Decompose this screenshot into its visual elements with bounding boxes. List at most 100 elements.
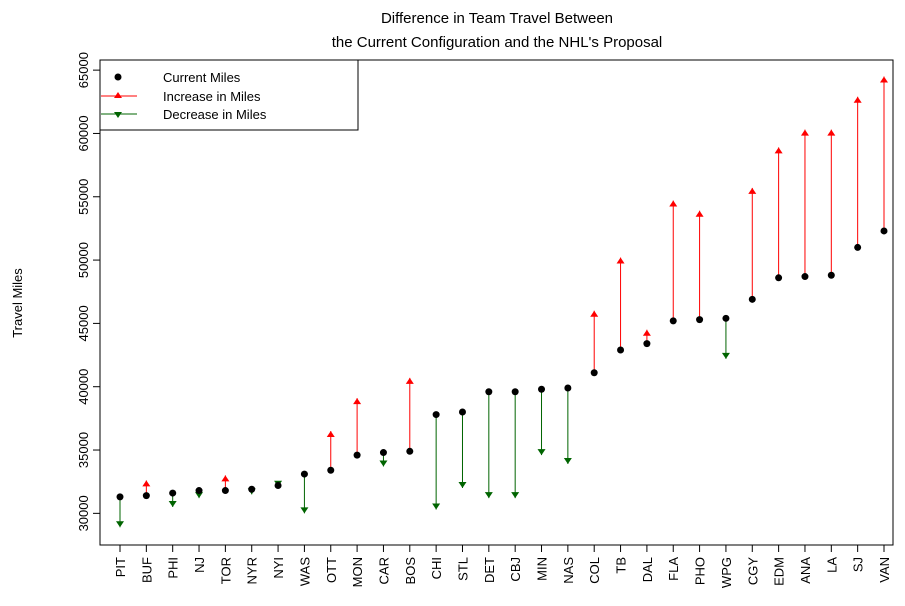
y-tick-label: 35000 bbox=[76, 432, 91, 468]
current-dot bbox=[538, 385, 546, 393]
arrow-head bbox=[669, 200, 678, 207]
y-axis-label: Travel Miles bbox=[10, 268, 25, 338]
x-tick-label: DAL bbox=[640, 557, 655, 582]
arrow-head bbox=[748, 187, 757, 194]
x-tick-label: FLA bbox=[666, 557, 681, 581]
current-dot bbox=[485, 388, 493, 396]
current-dot bbox=[643, 340, 651, 348]
x-tick-label: ANA bbox=[798, 557, 813, 584]
arrow-head bbox=[853, 96, 862, 103]
legend-label: Increase in Miles bbox=[163, 89, 261, 104]
arrow-head bbox=[511, 492, 520, 499]
y-tick-label: 45000 bbox=[76, 305, 91, 341]
current-dot bbox=[142, 492, 150, 500]
current-dot bbox=[274, 481, 282, 489]
x-tick-label: SJ bbox=[851, 557, 866, 572]
arrow-head bbox=[458, 482, 467, 489]
current-dot bbox=[564, 384, 572, 392]
x-tick-label: PHO bbox=[693, 557, 708, 585]
arrow-head bbox=[326, 431, 335, 438]
legend-dot bbox=[114, 73, 122, 81]
arrow-head bbox=[563, 457, 572, 464]
current-dot bbox=[617, 346, 625, 354]
x-tick-label: BUF bbox=[139, 557, 154, 583]
arrow-head bbox=[537, 449, 546, 456]
arrow-head bbox=[168, 501, 177, 508]
current-dot bbox=[722, 314, 730, 322]
x-tick-label: CAR bbox=[376, 557, 391, 584]
y-tick-label: 60000 bbox=[76, 115, 91, 151]
x-tick-label: PHI bbox=[166, 557, 181, 579]
x-tick-label: OTT bbox=[324, 557, 339, 583]
current-dot bbox=[221, 487, 229, 495]
arrow-head bbox=[484, 492, 493, 499]
legend-box bbox=[99, 59, 359, 131]
x-tick-label: NJ bbox=[192, 557, 207, 573]
current-dot bbox=[880, 227, 888, 235]
arrow-head bbox=[432, 503, 441, 510]
x-tick-label: PIT bbox=[113, 557, 128, 577]
arrow-head bbox=[116, 521, 124, 528]
x-tick-label: CBJ bbox=[508, 557, 523, 582]
x-tick-label: WAS bbox=[297, 557, 312, 586]
x-tick-label: LA bbox=[824, 557, 839, 573]
x-tick-label: NYI bbox=[271, 557, 286, 579]
x-tick-label: MON bbox=[350, 557, 365, 587]
current-dot bbox=[248, 485, 256, 493]
current-dot bbox=[195, 487, 203, 495]
current-dot bbox=[854, 243, 862, 251]
arrow-head bbox=[880, 76, 888, 83]
current-dot bbox=[379, 449, 387, 457]
y-tick-label: 30000 bbox=[76, 495, 91, 531]
x-tick-label: NAS bbox=[561, 557, 576, 584]
arrow-head bbox=[142, 480, 151, 487]
arrow-head bbox=[221, 475, 230, 482]
arrow-head bbox=[195, 492, 204, 499]
x-tick-label: CGY bbox=[745, 557, 760, 586]
current-dot bbox=[458, 408, 466, 416]
arrow-head bbox=[642, 329, 651, 336]
x-tick-label: EDM bbox=[772, 557, 787, 586]
current-dot bbox=[406, 447, 414, 455]
arrow-head bbox=[300, 507, 309, 514]
x-tick-label: VAN bbox=[877, 557, 892, 583]
legend-label: Decrease in Miles bbox=[163, 107, 267, 122]
current-dot bbox=[801, 273, 809, 281]
x-tick-label: BOS bbox=[403, 557, 418, 585]
current-dot bbox=[775, 274, 783, 282]
current-dot bbox=[116, 493, 124, 501]
current-dot bbox=[327, 466, 335, 474]
current-dot bbox=[432, 411, 440, 419]
x-tick-label: COL bbox=[587, 557, 602, 584]
arrow-head bbox=[695, 210, 704, 217]
plot-frame bbox=[99, 59, 894, 546]
current-dot bbox=[590, 369, 598, 377]
current-dot bbox=[511, 388, 519, 396]
x-tick-label: NYR bbox=[245, 557, 260, 584]
y-tick-label: 65000 bbox=[76, 52, 91, 88]
legend-label: Current Miles bbox=[163, 70, 241, 85]
arrow-head bbox=[800, 129, 809, 136]
legend-symbol bbox=[114, 112, 122, 118]
arrow-head bbox=[405, 377, 414, 384]
legend-symbol bbox=[114, 92, 122, 98]
current-dot bbox=[669, 317, 677, 325]
x-tick-label: DET bbox=[482, 557, 497, 583]
current-dot bbox=[300, 470, 308, 478]
arrow-head bbox=[774, 147, 783, 154]
arrow-head bbox=[353, 398, 362, 405]
y-tick-label: 50000 bbox=[76, 242, 91, 278]
current-dot bbox=[827, 271, 835, 279]
arrow-head bbox=[616, 257, 625, 264]
current-dot bbox=[696, 316, 704, 324]
x-tick-label: TOR bbox=[218, 557, 233, 584]
arrow-head bbox=[590, 310, 599, 317]
x-tick-label: MIN bbox=[535, 557, 550, 581]
current-dot bbox=[353, 451, 361, 459]
x-tick-label: STL bbox=[455, 557, 470, 581]
current-dot bbox=[169, 489, 177, 497]
x-tick-label: TB bbox=[614, 557, 629, 574]
arrow-head bbox=[721, 352, 730, 359]
current-dot bbox=[748, 295, 756, 303]
